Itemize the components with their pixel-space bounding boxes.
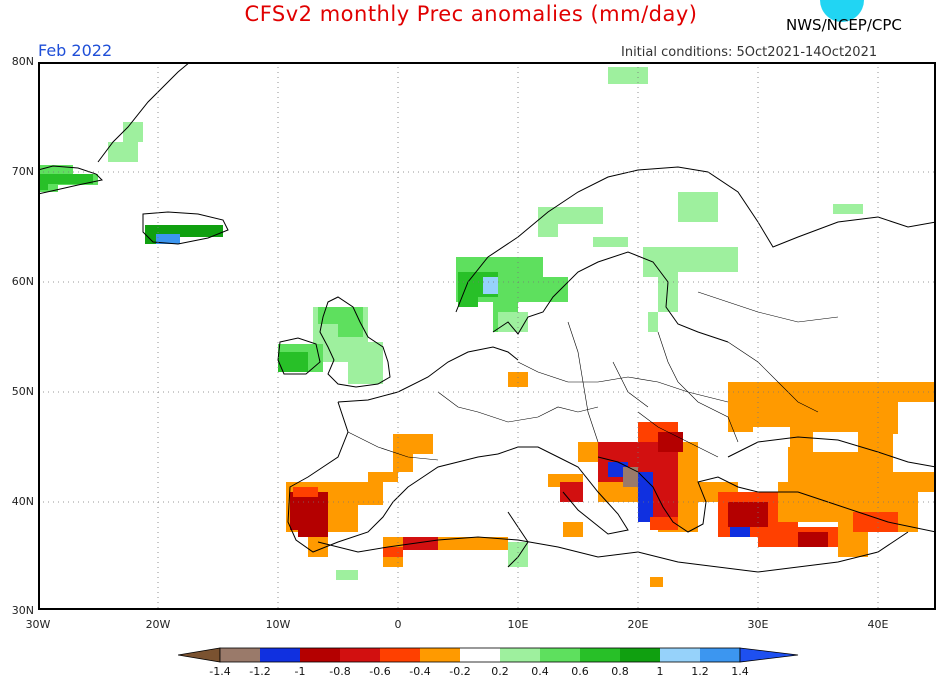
colorbar-label: 0.2 bbox=[491, 665, 509, 678]
positive-anomaly-region bbox=[336, 570, 358, 580]
colorbar-label: -0.4 bbox=[409, 665, 431, 678]
neutral-region bbox=[813, 432, 858, 452]
colorbar-label: 1.2 bbox=[691, 665, 709, 678]
colorbar-label: 0.8 bbox=[611, 665, 629, 678]
negative-anomaly-region bbox=[623, 467, 638, 487]
negative-anomaly-region bbox=[650, 577, 663, 587]
lat-label-60n: 60N bbox=[11, 275, 34, 288]
positive-anomaly-region bbox=[498, 312, 528, 332]
positive-anomaly-region bbox=[833, 204, 863, 214]
colorbar-swatch bbox=[260, 648, 300, 662]
agency-label: NWS/NCEP/CPC bbox=[786, 16, 902, 34]
positive-anomaly-region bbox=[108, 122, 143, 162]
colorbar-swatch bbox=[580, 648, 620, 662]
colorbar-swatch bbox=[340, 648, 380, 662]
negative-anomaly-region bbox=[368, 472, 398, 482]
positive-anomaly-region bbox=[678, 192, 718, 222]
positive-anomaly-region bbox=[156, 234, 180, 244]
negative-anomaly-region bbox=[560, 482, 583, 502]
month-label: Feb 2022 bbox=[38, 41, 113, 60]
negative-anomaly-region bbox=[563, 522, 583, 537]
positive-anomaly-region bbox=[483, 277, 498, 294]
lat-label-40n: 40N bbox=[11, 495, 34, 508]
colorbar-swatch bbox=[700, 648, 740, 662]
colorbar-label: -0.6 bbox=[369, 665, 391, 678]
negative-anomaly-region bbox=[638, 472, 653, 522]
positive-anomaly-region bbox=[538, 207, 603, 237]
negative-anomaly-region bbox=[798, 532, 828, 547]
positive-anomaly-region bbox=[278, 352, 308, 372]
negative-anomaly-region bbox=[290, 492, 328, 537]
anomaly-shading bbox=[38, 67, 936, 587]
lat-label-30n: 30N bbox=[11, 604, 34, 617]
negative-anomaly-region bbox=[650, 517, 678, 530]
neutral-region bbox=[893, 402, 936, 472]
noaa-logo bbox=[820, 0, 864, 22]
colorbar-label: 0.4 bbox=[531, 665, 549, 678]
initial-conditions-label: Initial conditions: 5Oct2021-14Oct2021 bbox=[621, 45, 878, 60]
lon-label-10e: 10E bbox=[507, 618, 529, 631]
negative-anomaly-region bbox=[403, 537, 438, 550]
colorbar-label: -1 bbox=[294, 665, 306, 678]
lon-label-30w: 30W bbox=[25, 618, 51, 631]
colorbar-swatch bbox=[540, 648, 580, 662]
colorbar-high-arrow bbox=[739, 647, 799, 663]
colorbar-label: 1 bbox=[656, 665, 664, 678]
colorbar-swatch bbox=[220, 648, 260, 662]
lon-label-40e: 40E bbox=[867, 618, 889, 631]
positive-anomaly-region bbox=[313, 307, 383, 384]
negative-anomaly-region bbox=[730, 527, 750, 537]
colorbar-label: -0.2 bbox=[449, 665, 471, 678]
lon-label-0: 0 bbox=[394, 618, 402, 631]
colorbar-swatch bbox=[380, 648, 420, 662]
negative-anomaly-region bbox=[728, 502, 768, 527]
negative-anomaly-region bbox=[853, 512, 898, 532]
negative-anomaly-region bbox=[508, 372, 528, 387]
colorbar-swatch bbox=[620, 648, 660, 662]
colorbar bbox=[178, 647, 799, 663]
lon-label-10w: 10W bbox=[265, 618, 291, 631]
positive-anomaly-region bbox=[593, 237, 628, 247]
neutral-region bbox=[753, 427, 790, 447]
colorbar-low-arrow bbox=[178, 647, 221, 663]
colorbar-label: 0.6 bbox=[571, 665, 589, 678]
colorbar-label: -1.4 bbox=[209, 665, 231, 678]
colorbar-swatch bbox=[460, 648, 500, 662]
colorbar-swatch bbox=[300, 648, 340, 662]
chart-title: CFSv2 monthly Prec anomalies (mm/day) bbox=[244, 2, 698, 26]
lon-label-20e: 20E bbox=[627, 618, 649, 631]
positive-anomaly-region bbox=[38, 174, 93, 190]
positive-anomaly-region bbox=[318, 307, 363, 337]
lat-label-50n: 50N bbox=[11, 385, 34, 398]
negative-anomaly-region bbox=[293, 487, 318, 497]
lat-label-80n: 80N bbox=[11, 55, 34, 68]
lat-label-70n: 70N bbox=[11, 165, 34, 178]
positive-anomaly-region bbox=[643, 247, 738, 332]
colorbar-swatches bbox=[219, 647, 741, 663]
precip-anomaly-map bbox=[38, 62, 936, 610]
colorbar-label: -0.8 bbox=[329, 665, 351, 678]
negative-anomaly-region bbox=[393, 434, 433, 472]
negative-anomaly-region bbox=[383, 547, 403, 557]
negative-anomaly-region bbox=[658, 432, 683, 452]
colorbar-swatch bbox=[660, 648, 700, 662]
colorbar-label: -1.2 bbox=[249, 665, 271, 678]
colorbar-swatch bbox=[500, 648, 540, 662]
lon-label-20w: 20W bbox=[145, 618, 171, 631]
colorbar-swatch bbox=[420, 648, 460, 662]
positive-anomaly-region bbox=[508, 542, 528, 567]
colorbar-label: 1.4 bbox=[731, 665, 749, 678]
positive-anomaly-region bbox=[608, 67, 648, 84]
map-border bbox=[38, 62, 936, 610]
lon-label-30e: 30E bbox=[747, 618, 769, 631]
